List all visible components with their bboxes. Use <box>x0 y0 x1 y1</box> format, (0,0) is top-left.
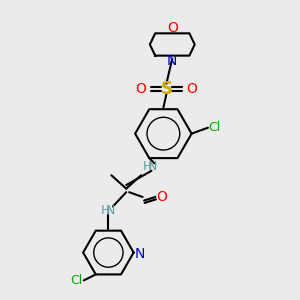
Text: N: N <box>167 54 178 68</box>
Text: O: O <box>136 82 146 96</box>
Text: S: S <box>160 80 172 98</box>
Text: O: O <box>167 21 178 35</box>
Text: H: H <box>101 204 110 218</box>
Text: Cl: Cl <box>70 274 82 287</box>
Text: H: H <box>142 160 152 173</box>
Text: O: O <box>186 82 197 96</box>
Text: O: O <box>157 190 167 204</box>
Text: N: N <box>135 247 146 261</box>
Text: Cl: Cl <box>209 121 221 134</box>
Text: N: N <box>148 160 157 173</box>
Text: N: N <box>106 204 116 218</box>
